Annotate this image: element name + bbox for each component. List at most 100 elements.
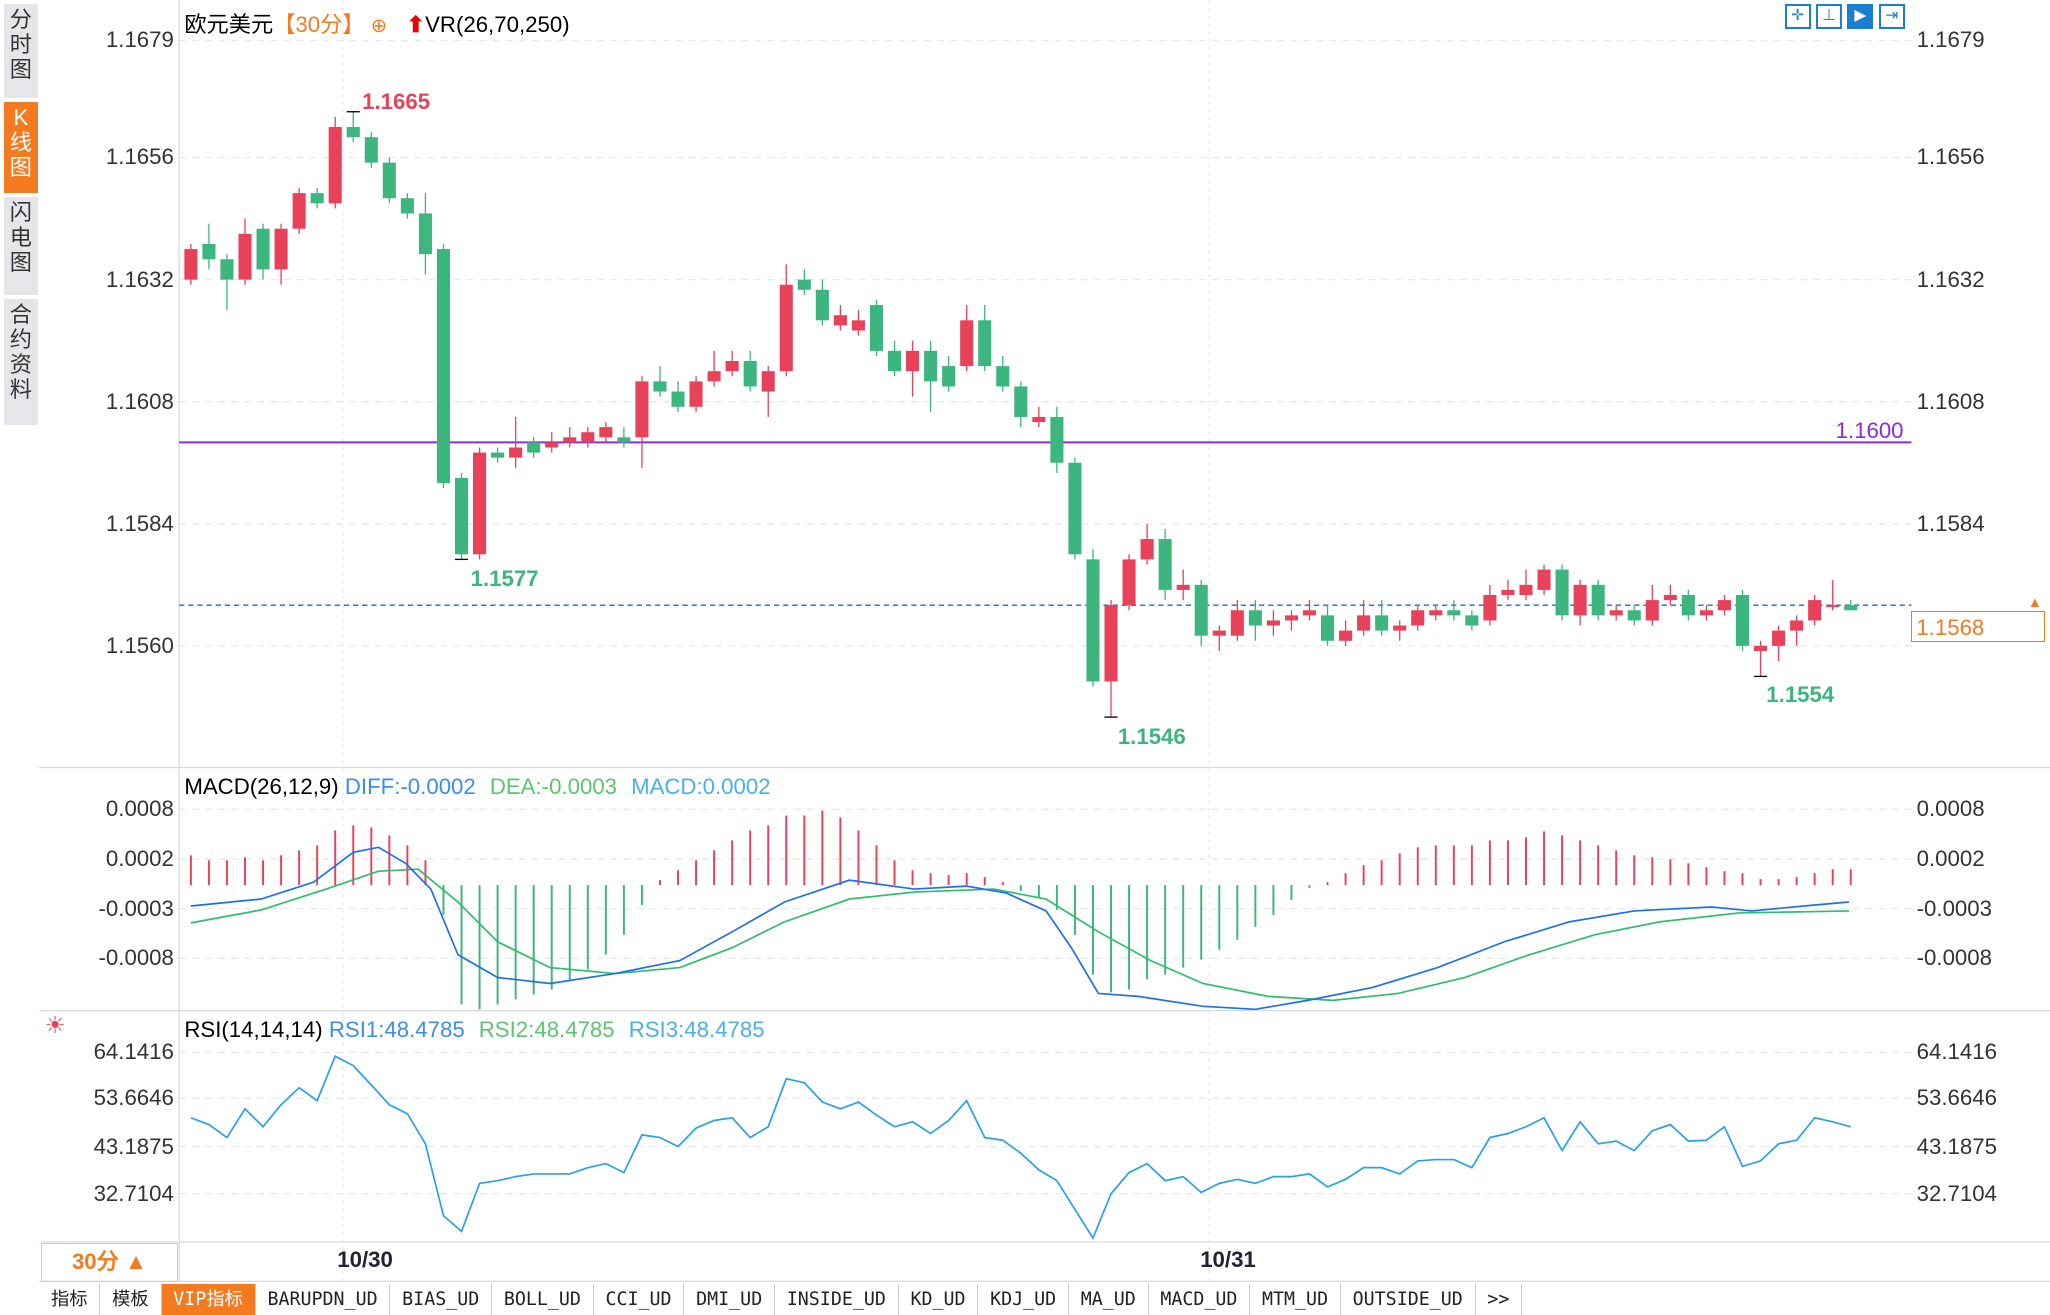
tab-indicators[interactable]: 指标 bbox=[39, 1283, 101, 1315]
rsi-tick-right: 64.1416 bbox=[1916, 1039, 1997, 1065]
add-circle-icon[interactable]: ⊕ bbox=[370, 14, 388, 37]
candle-down bbox=[1627, 610, 1641, 621]
candle-up bbox=[851, 320, 865, 331]
tab-outside[interactable]: OUTSIDE_UD bbox=[1340, 1283, 1476, 1315]
candle-down bbox=[815, 289, 829, 321]
tab-templates[interactable]: 模板 bbox=[100, 1283, 162, 1315]
rsi-tick-right: 43.1875 bbox=[1916, 1133, 1997, 1159]
candle-up bbox=[238, 233, 252, 280]
tab-dmi[interactable]: DMI_UD bbox=[684, 1283, 775, 1315]
price-tick-left: 1.1560 bbox=[105, 632, 174, 658]
candle-down bbox=[1248, 610, 1262, 626]
candle-down bbox=[1844, 605, 1858, 611]
candle-up bbox=[1699, 610, 1713, 616]
tab-kdj[interactable]: KDJ_UD bbox=[978, 1283, 1069, 1315]
price-tick-right: 1.1584 bbox=[1916, 510, 1985, 536]
candle-up bbox=[1790, 620, 1804, 631]
rsi-tick-left: 64.1416 bbox=[93, 1039, 174, 1065]
period-label[interactable]: 【30分】 bbox=[273, 11, 365, 37]
sidebar-tab-kline[interactable]: K线图 bbox=[3, 101, 38, 194]
price-tick-left: 1.1608 bbox=[105, 388, 174, 414]
tab-mtm[interactable]: MTM_UD bbox=[1250, 1283, 1341, 1315]
candle-down bbox=[382, 162, 396, 199]
macd-value: MACD:0.0002 bbox=[631, 773, 771, 799]
macd-tick-right: 0.0002 bbox=[1916, 845, 1985, 871]
candle-down bbox=[1447, 610, 1461, 616]
tab-cci[interactable]: CCI_UD bbox=[593, 1283, 685, 1315]
sidebar-tab-flash[interactable]: 闪电图 bbox=[3, 197, 38, 296]
candle-down bbox=[1086, 559, 1100, 682]
candle-down bbox=[653, 381, 667, 392]
macd-dea-line bbox=[190, 868, 1849, 1002]
candle-up bbox=[779, 284, 793, 372]
candle-down bbox=[1375, 615, 1389, 631]
crosshair-icon[interactable]: ✛ bbox=[1784, 3, 1811, 29]
zoom-in-icon[interactable]: ⊥ bbox=[1815, 3, 1843, 29]
tab-more[interactable]: >> bbox=[1475, 1283, 1523, 1315]
candle-up bbox=[1212, 630, 1226, 636]
candle-up bbox=[1519, 584, 1533, 596]
candle-up bbox=[1411, 610, 1425, 626]
exit-icon[interactable]: ⇥ bbox=[1878, 3, 1905, 29]
candle-up bbox=[1302, 610, 1317, 616]
candle-up bbox=[1609, 610, 1623, 616]
rsi2-value: RSI2:48.4785 bbox=[478, 1017, 615, 1043]
macd-tick-right: -0.0008 bbox=[1916, 945, 1992, 971]
candle-down bbox=[436, 249, 451, 484]
high-label: 1.1665 bbox=[362, 88, 431, 114]
play-icon[interactable]: ▶ bbox=[1847, 3, 1874, 29]
sidebar-tab-contract-info[interactable]: 合约资料 bbox=[3, 299, 38, 425]
candle-up bbox=[1717, 600, 1731, 611]
candle-up bbox=[1483, 595, 1497, 621]
candle-down bbox=[617, 437, 631, 443]
tab-boll[interactable]: BOLL_UD bbox=[492, 1283, 594, 1315]
price-tick-right: 1.1656 bbox=[1916, 144, 1985, 170]
tab-bias[interactable]: BIAS_UD bbox=[390, 1283, 493, 1315]
candle-up bbox=[1826, 605, 1840, 608]
candle-up bbox=[581, 432, 595, 443]
candle-down bbox=[1158, 539, 1172, 590]
candle-down bbox=[527, 442, 541, 453]
macd-tick-left: 0.0008 bbox=[105, 796, 174, 822]
candle-down bbox=[256, 228, 270, 270]
macd-tick-left: -0.0008 bbox=[98, 945, 174, 971]
candle-up bbox=[1122, 559, 1136, 606]
sidebar-tab-timeshare[interactable]: 分时图 bbox=[3, 3, 38, 99]
candle-up bbox=[1104, 605, 1118, 682]
macd-tick-left: 0.0002 bbox=[105, 845, 174, 871]
candle-up bbox=[1808, 600, 1822, 621]
tab-ma[interactable]: MA_UD bbox=[1068, 1283, 1149, 1315]
rsi-tick-right: 53.6646 bbox=[1916, 1085, 1997, 1111]
tab-kd[interactable]: KD_UD bbox=[898, 1283, 979, 1315]
candle-up bbox=[1429, 610, 1443, 616]
candle-up bbox=[1645, 600, 1659, 621]
rsi-legend: RSI(14,14,14) RSI1:48.4785 RSI2:48.4785 … bbox=[184, 1017, 764, 1043]
rsi-tick-left: 43.1875 bbox=[93, 1133, 174, 1159]
tab-vip-indicators[interactable]: VIP指标 bbox=[161, 1283, 256, 1315]
period-selector-button[interactable]: 30分 ▲ bbox=[40, 1243, 179, 1282]
indicator-tab-bar: 指标 模板 VIP指标 BARUPDN_UD BIAS_UD BOLL_UD C… bbox=[39, 1283, 1523, 1315]
settings-sun-icon[interactable]: ☀ bbox=[44, 1011, 66, 1038]
candle-up bbox=[184, 249, 198, 280]
candle-down bbox=[1014, 386, 1028, 417]
low-label-3: 1.1554 bbox=[1766, 682, 1835, 708]
rsi-tick-left: 32.7104 bbox=[93, 1180, 174, 1206]
candle-down bbox=[1591, 584, 1605, 616]
rsi1-value: RSI1:48.4785 bbox=[328, 1017, 465, 1043]
candle-down bbox=[220, 259, 234, 280]
candle-up bbox=[599, 427, 613, 438]
candle-up bbox=[1266, 620, 1280, 626]
candle-up bbox=[833, 315, 847, 326]
candle-down bbox=[202, 244, 216, 260]
tab-inside[interactable]: INSIDE_UD bbox=[774, 1283, 899, 1315]
symbol-name: 欧元美元 bbox=[184, 11, 274, 37]
candle-up bbox=[1339, 630, 1353, 641]
tab-macd[interactable]: MACD_UD bbox=[1148, 1283, 1251, 1315]
candle-up bbox=[707, 371, 721, 382]
tab-barupdn[interactable]: BARUPDN_UD bbox=[255, 1283, 391, 1315]
macd-tick-right: 0.0008 bbox=[1916, 796, 1985, 822]
candle-up bbox=[1140, 539, 1154, 560]
candle-down bbox=[491, 452, 505, 458]
